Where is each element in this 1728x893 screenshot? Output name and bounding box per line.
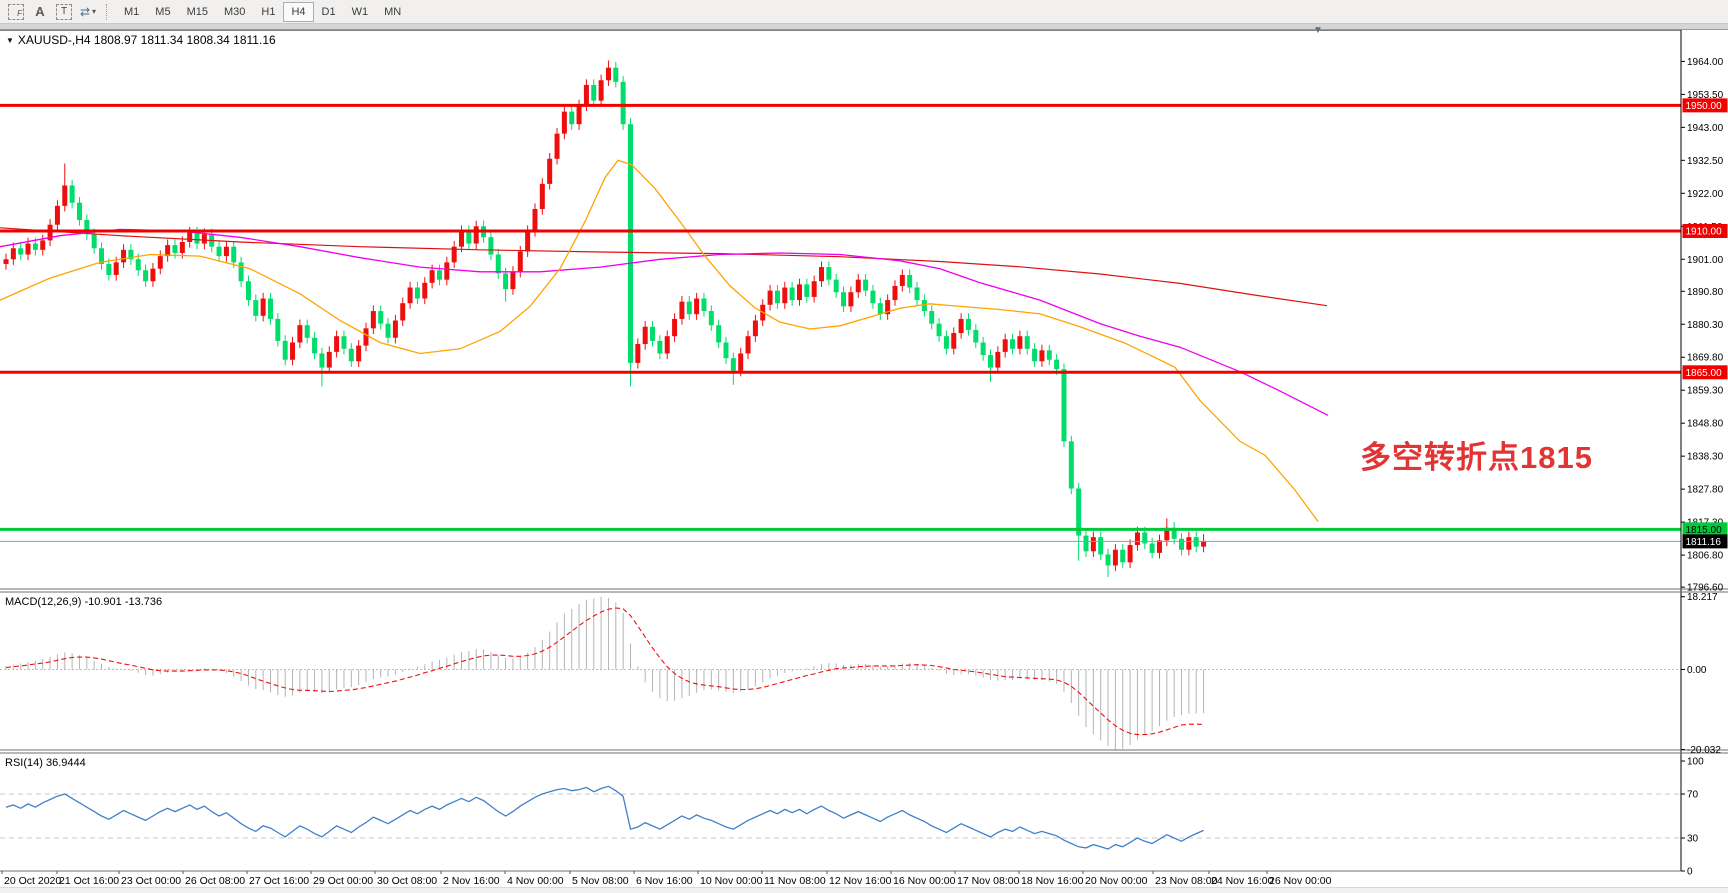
template-f-button[interactable]: F bbox=[6, 2, 26, 22]
svg-text:12 Nov 16:00: 12 Nov 16:00 bbox=[829, 875, 892, 887]
svg-text:23 Nov 08:00: 23 Nov 08:00 bbox=[1155, 875, 1218, 887]
svg-text:1796.60: 1796.60 bbox=[1687, 583, 1724, 594]
timeframe-MN[interactable]: MN bbox=[384, 5, 402, 18]
svg-text:100: 100 bbox=[1687, 757, 1704, 768]
timeframe-M15[interactable]: M15 bbox=[186, 5, 208, 18]
scroll-position-marker[interactable]: ▼ bbox=[1313, 25, 1323, 36]
svg-text:1848.80: 1848.80 bbox=[1687, 419, 1724, 430]
svg-text:-20.032: -20.032 bbox=[1687, 745, 1721, 756]
svg-text:1880.30: 1880.30 bbox=[1687, 320, 1724, 331]
svg-text:1806.80: 1806.80 bbox=[1687, 551, 1724, 562]
toolbar-separator bbox=[106, 3, 108, 20]
svg-text:17 Nov 08:00: 17 Nov 08:00 bbox=[957, 875, 1020, 887]
svg-text:5 Nov 08:00: 5 Nov 08:00 bbox=[572, 875, 629, 887]
svg-text:30: 30 bbox=[1687, 834, 1699, 845]
svg-text:1865.00: 1865.00 bbox=[1686, 368, 1723, 379]
timeframe-W1[interactable]: W1 bbox=[351, 5, 369, 18]
toolbar: F A T ⇄ ▾ M1 M5 M15 M30 H1 H4 D1 W1 MN bbox=[0, 0, 1728, 24]
text-t-icon: T bbox=[56, 3, 72, 20]
svg-text:27 Oct 16:00: 27 Oct 16:00 bbox=[249, 875, 309, 887]
svg-text:18 Nov 16:00: 18 Nov 16:00 bbox=[1021, 875, 1084, 887]
period-arrows-button[interactable]: ⇄ ▾ bbox=[78, 2, 98, 22]
svg-text:18.217: 18.217 bbox=[1687, 592, 1718, 603]
timeframe-M1[interactable]: M1 bbox=[124, 5, 140, 18]
svg-text:1922.00: 1922.00 bbox=[1687, 189, 1724, 200]
text-label-button[interactable]: T bbox=[54, 2, 74, 22]
svg-text:23 Oct 00:00: 23 Oct 00:00 bbox=[121, 875, 181, 887]
title-triangle-icon: ▼ bbox=[6, 36, 14, 45]
svg-text:21 Oct 16:00: 21 Oct 16:00 bbox=[59, 875, 119, 887]
chart-title: ▼ XAUUSD-,H4 1808.97 1811.34 1808.34 1811… bbox=[6, 33, 276, 47]
swap-arrows-icon: ⇄ bbox=[79, 4, 91, 19]
letter-a-icon: A bbox=[35, 4, 45, 19]
svg-text:1815.00: 1815.00 bbox=[1686, 525, 1723, 536]
timeframe-M30[interactable]: M30 bbox=[223, 5, 246, 18]
svg-text:20 Oct 2020: 20 Oct 2020 bbox=[4, 875, 61, 887]
svg-text:10 Nov 00:00: 10 Nov 00:00 bbox=[700, 875, 763, 887]
rsi-indicator-label: RSI(14) 36.9444 bbox=[5, 757, 86, 769]
timeframe-H4[interactable]: H4 bbox=[283, 1, 314, 22]
symbol-ohlc-text: XAUUSD-,H4 1808.97 1811.34 1808.34 1811.… bbox=[17, 33, 276, 47]
svg-text:16 Nov 00:00: 16 Nov 00:00 bbox=[893, 875, 956, 887]
svg-text:1950.00: 1950.00 bbox=[1686, 101, 1723, 112]
svg-text:1943.00: 1943.00 bbox=[1687, 123, 1724, 134]
svg-text:11 Nov 08:00: 11 Nov 08:00 bbox=[764, 875, 826, 887]
svg-text:1859.30: 1859.30 bbox=[1687, 386, 1724, 397]
svg-text:1811.16: 1811.16 bbox=[1686, 537, 1722, 548]
svg-text:24 Nov 16:00: 24 Nov 16:00 bbox=[1211, 875, 1274, 887]
svg-text:1932.50: 1932.50 bbox=[1687, 156, 1724, 167]
svg-text:1838.30: 1838.30 bbox=[1687, 452, 1724, 463]
svg-text:1964.00: 1964.00 bbox=[1687, 57, 1724, 68]
svg-text:1910.00: 1910.00 bbox=[1686, 226, 1723, 237]
timeframe-M5[interactable]: M5 bbox=[155, 5, 171, 18]
svg-text:0.00: 0.00 bbox=[1687, 665, 1707, 676]
timeframe-D1[interactable]: D1 bbox=[321, 5, 336, 18]
svg-text:4 Nov 00:00: 4 Nov 00:00 bbox=[507, 875, 564, 887]
timeframe-H1[interactable]: H1 bbox=[261, 5, 276, 18]
template-f-icon: F bbox=[8, 3, 24, 20]
timeframe-group: M1 M5 M15 M30 H1 H4 D1 W1 MN bbox=[116, 1, 409, 22]
price-annotation-text: 多空转折点1815 bbox=[1360, 440, 1593, 475]
bottom-edge-strip bbox=[0, 887, 1728, 893]
svg-text:1901.00: 1901.00 bbox=[1687, 255, 1724, 266]
macd-indicator-label: MACD(12,26,9) -10.901 -13.736 bbox=[5, 596, 163, 608]
svg-text:70: 70 bbox=[1687, 790, 1699, 801]
chart-scroll-strip[interactable] bbox=[0, 24, 1728, 30]
svg-text:1869.80: 1869.80 bbox=[1687, 353, 1724, 364]
svg-text:1890.80: 1890.80 bbox=[1687, 287, 1724, 298]
svg-text:0: 0 bbox=[1687, 867, 1693, 878]
svg-text:20 Nov 00:00: 20 Nov 00:00 bbox=[1085, 875, 1148, 887]
svg-text:6 Nov 16:00: 6 Nov 16:00 bbox=[636, 875, 693, 887]
template-f-label: F bbox=[17, 8, 22, 18]
dropdown-caret-icon: ▾ bbox=[92, 7, 97, 16]
svg-text:1827.80: 1827.80 bbox=[1687, 485, 1724, 496]
svg-text:26 Nov 00:00: 26 Nov 00:00 bbox=[1269, 875, 1332, 887]
svg-text:29 Oct 00:00: 29 Oct 00:00 bbox=[313, 875, 373, 887]
svg-text:26 Oct 08:00: 26 Oct 08:00 bbox=[185, 875, 245, 887]
svg-text:1953.50: 1953.50 bbox=[1687, 90, 1724, 101]
arrow-tool-button[interactable]: A bbox=[30, 2, 50, 22]
svg-text:30 Oct 08:00: 30 Oct 08:00 bbox=[377, 875, 437, 887]
svg-text:2 Nov 16:00: 2 Nov 16:00 bbox=[443, 875, 500, 887]
